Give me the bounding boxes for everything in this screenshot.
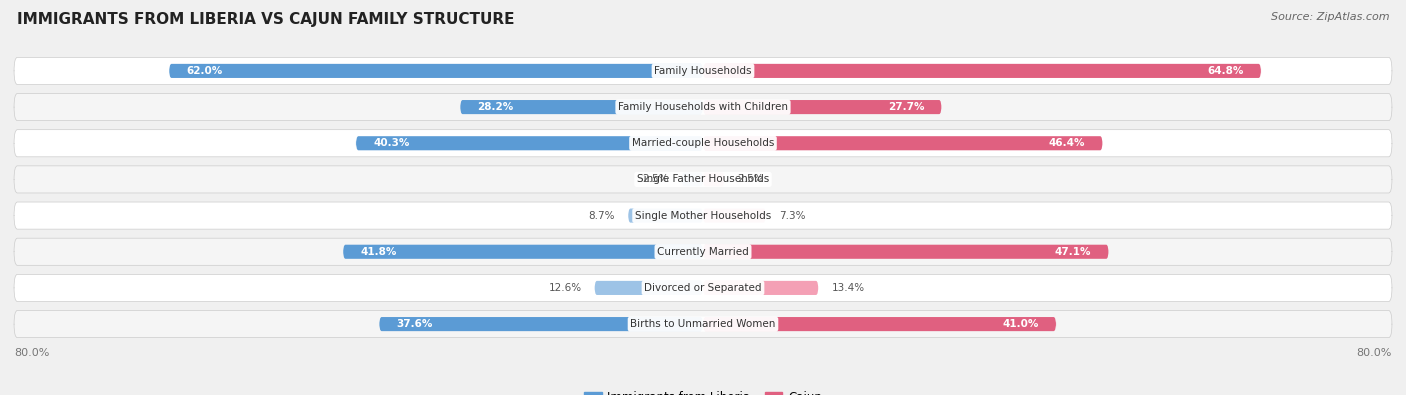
Text: 80.0%: 80.0% xyxy=(14,348,49,357)
FancyBboxPatch shape xyxy=(343,245,703,259)
Text: Births to Unmarried Women: Births to Unmarried Women xyxy=(630,319,776,329)
Text: Currently Married: Currently Married xyxy=(657,247,749,257)
Text: 37.6%: 37.6% xyxy=(396,319,433,329)
FancyBboxPatch shape xyxy=(356,136,703,150)
FancyBboxPatch shape xyxy=(14,310,1392,338)
Text: 62.0%: 62.0% xyxy=(186,66,222,76)
Text: 13.4%: 13.4% xyxy=(831,283,865,293)
FancyBboxPatch shape xyxy=(14,202,1392,229)
Legend: Immigrants from Liberia, Cajun: Immigrants from Liberia, Cajun xyxy=(581,387,825,395)
FancyBboxPatch shape xyxy=(595,281,703,295)
Text: Married-couple Households: Married-couple Households xyxy=(631,138,775,148)
Text: 7.3%: 7.3% xyxy=(779,211,806,220)
FancyBboxPatch shape xyxy=(169,64,703,78)
Text: 46.4%: 46.4% xyxy=(1049,138,1085,148)
Text: Family Households: Family Households xyxy=(654,66,752,76)
FancyBboxPatch shape xyxy=(703,209,766,223)
FancyBboxPatch shape xyxy=(628,209,703,223)
FancyBboxPatch shape xyxy=(14,57,1392,85)
FancyBboxPatch shape xyxy=(703,245,1108,259)
Text: 2.5%: 2.5% xyxy=(738,175,763,184)
Text: Single Mother Households: Single Mother Households xyxy=(636,211,770,220)
FancyBboxPatch shape xyxy=(703,136,1102,150)
Text: 27.7%: 27.7% xyxy=(887,102,924,112)
Text: 8.7%: 8.7% xyxy=(589,211,616,220)
FancyBboxPatch shape xyxy=(380,317,703,331)
FancyBboxPatch shape xyxy=(14,238,1392,265)
Text: Family Households with Children: Family Households with Children xyxy=(619,102,787,112)
FancyBboxPatch shape xyxy=(703,317,1056,331)
FancyBboxPatch shape xyxy=(14,130,1392,157)
FancyBboxPatch shape xyxy=(14,275,1392,301)
Text: IMMIGRANTS FROM LIBERIA VS CAJUN FAMILY STRUCTURE: IMMIGRANTS FROM LIBERIA VS CAJUN FAMILY … xyxy=(17,12,515,27)
FancyBboxPatch shape xyxy=(460,100,703,114)
Text: 64.8%: 64.8% xyxy=(1208,66,1244,76)
Text: 41.8%: 41.8% xyxy=(360,247,396,257)
Text: 41.0%: 41.0% xyxy=(1002,319,1039,329)
FancyBboxPatch shape xyxy=(703,172,724,186)
Text: 47.1%: 47.1% xyxy=(1054,247,1091,257)
FancyBboxPatch shape xyxy=(682,172,703,186)
Text: 80.0%: 80.0% xyxy=(1357,348,1392,357)
FancyBboxPatch shape xyxy=(703,64,1261,78)
FancyBboxPatch shape xyxy=(14,166,1392,193)
Text: 12.6%: 12.6% xyxy=(548,283,582,293)
FancyBboxPatch shape xyxy=(703,281,818,295)
Text: Single Father Households: Single Father Households xyxy=(637,175,769,184)
Text: 2.5%: 2.5% xyxy=(643,175,669,184)
Text: 40.3%: 40.3% xyxy=(373,138,409,148)
Text: Divorced or Separated: Divorced or Separated xyxy=(644,283,762,293)
FancyBboxPatch shape xyxy=(703,100,942,114)
Text: 28.2%: 28.2% xyxy=(478,102,513,112)
Text: Source: ZipAtlas.com: Source: ZipAtlas.com xyxy=(1271,12,1389,22)
FancyBboxPatch shape xyxy=(14,94,1392,120)
